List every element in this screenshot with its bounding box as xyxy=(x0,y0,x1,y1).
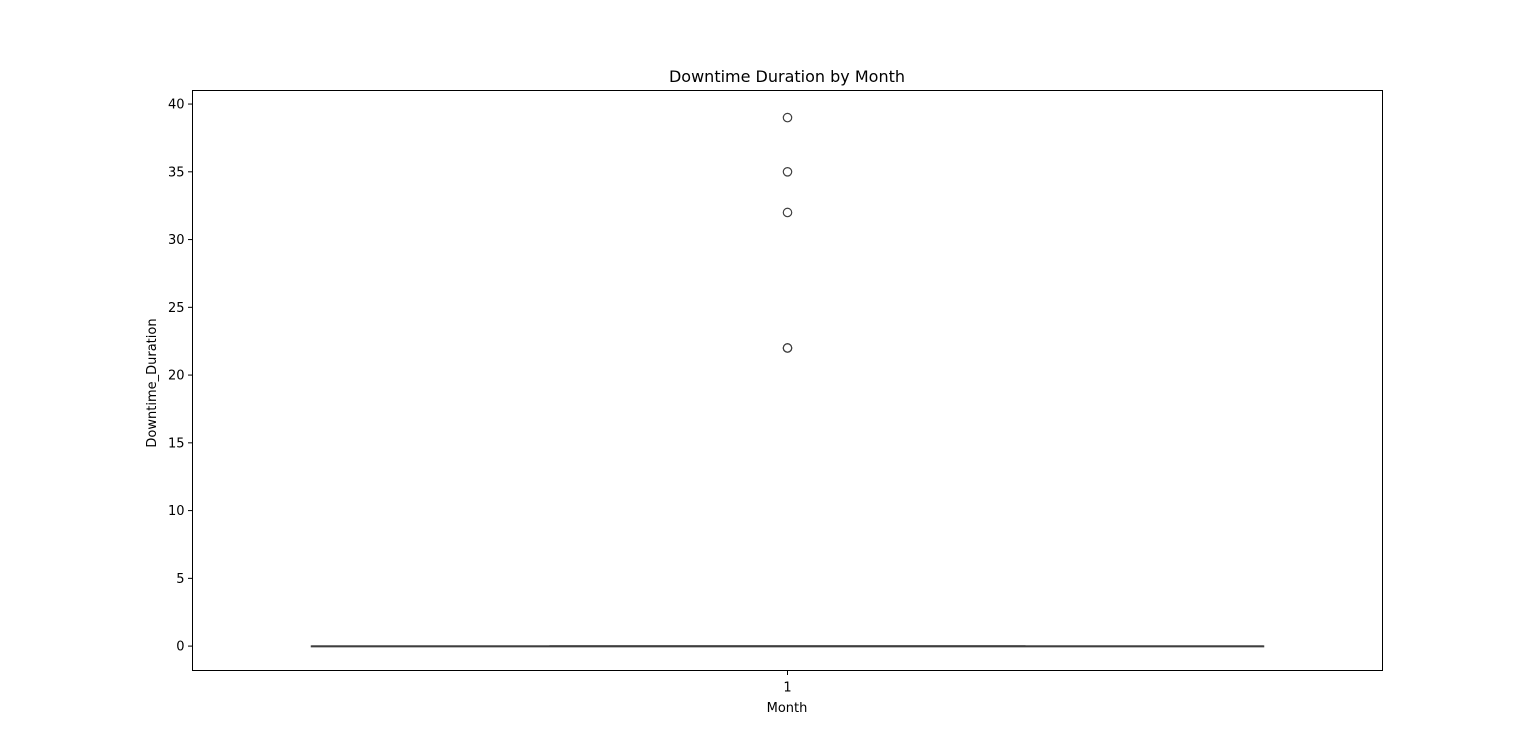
y-axis-label: Downtime_Duration xyxy=(145,318,160,447)
y-tick-label: 15 xyxy=(168,436,185,451)
x-tick-label: 1 xyxy=(783,681,791,696)
outlier-point xyxy=(782,112,793,123)
y-tick-label: 25 xyxy=(168,301,185,316)
box-series xyxy=(310,112,1265,648)
y-axis-ticks: 0 5 10 15 20 25 30 35 40 xyxy=(168,98,193,655)
outlier-point xyxy=(782,167,793,177)
y-tick-label: 5 xyxy=(176,572,184,587)
y-tick-label: 10 xyxy=(168,504,185,519)
chart-title: Downtime Duration by Month xyxy=(669,67,905,86)
plot-area-frame xyxy=(192,90,1383,671)
y-tick-label: 0 xyxy=(176,640,184,655)
x-axis-label: Month xyxy=(767,701,808,716)
outlier-point xyxy=(782,207,793,218)
y-tick-label: 35 xyxy=(168,165,185,180)
y-tick-label: 30 xyxy=(168,233,185,248)
box-1 xyxy=(310,112,1265,648)
y-tick-label: 20 xyxy=(168,369,185,384)
y-tick-label: 40 xyxy=(168,98,185,113)
outlier-point xyxy=(782,343,793,353)
x-axis-ticks: 1 xyxy=(783,670,792,696)
